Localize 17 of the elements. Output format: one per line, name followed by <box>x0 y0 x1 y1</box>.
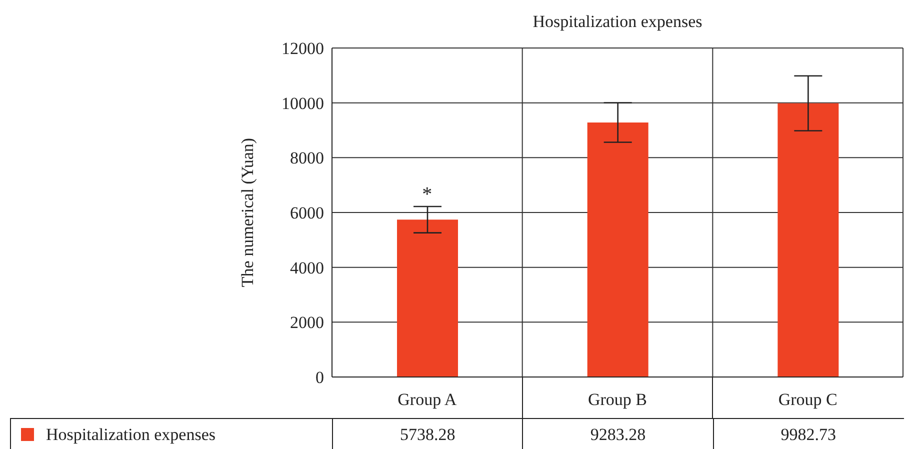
x-tick-label: Group B <box>588 390 648 410</box>
annotation: * <box>422 184 432 206</box>
y-tick-label: 2000 <box>290 313 324 332</box>
data-label: 9283.28 <box>523 419 714 449</box>
y-tick-label: 10000 <box>282 94 324 113</box>
y-tick-label: 0 <box>316 368 324 388</box>
y-tick-label: 6000 <box>290 204 324 223</box>
data-label: 9982.73 <box>780 424 837 446</box>
y-tick-label: 12000 <box>282 39 324 58</box>
y-tick-label: 4000 <box>290 258 324 278</box>
y-axis-title: The numerical (Yuan) <box>238 138 258 288</box>
chart-title: Hospitalization expenses <box>532 12 704 32</box>
y-tick-label: 8000 <box>290 148 324 168</box>
data-label: 5738.28 <box>333 419 524 449</box>
legend-label: Hospitalization expenses <box>46 424 216 444</box>
x-tick-label: Group C <box>778 390 838 410</box>
x-tick-label: Group A <box>398 390 458 410</box>
